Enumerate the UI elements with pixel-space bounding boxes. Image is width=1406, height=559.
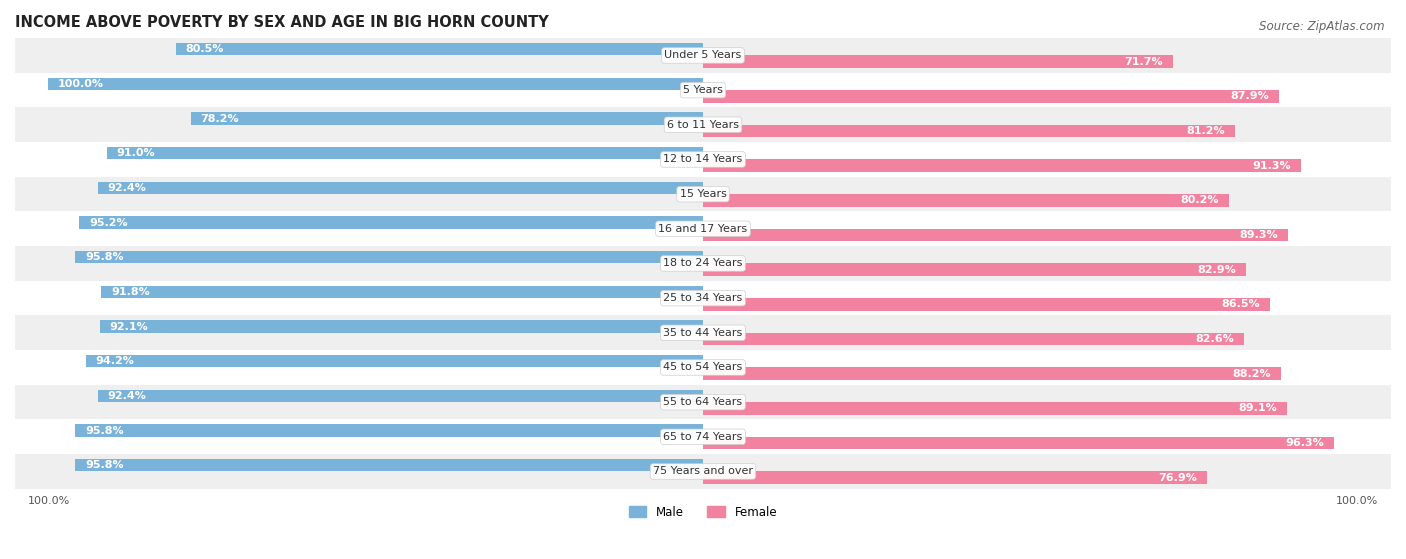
- Text: 81.2%: 81.2%: [1187, 126, 1225, 136]
- Bar: [703, 471, 1206, 484]
- Text: 80.2%: 80.2%: [1180, 195, 1219, 205]
- Text: 96.3%: 96.3%: [1285, 438, 1324, 448]
- Text: 82.9%: 82.9%: [1198, 265, 1236, 274]
- Bar: [15, 177, 1391, 211]
- Text: 18 to 24 Years: 18 to 24 Years: [664, 258, 742, 268]
- Text: 65 to 74 Years: 65 to 74 Years: [664, 432, 742, 442]
- Bar: [191, 112, 703, 125]
- Text: 95.8%: 95.8%: [86, 460, 124, 470]
- Bar: [15, 142, 1391, 177]
- Text: 91.8%: 91.8%: [111, 287, 150, 297]
- Bar: [100, 320, 703, 333]
- Bar: [15, 419, 1391, 454]
- Text: 35 to 44 Years: 35 to 44 Years: [664, 328, 742, 338]
- Text: 91.3%: 91.3%: [1253, 160, 1291, 170]
- Bar: [703, 159, 1301, 172]
- Bar: [86, 355, 703, 367]
- Text: 92.4%: 92.4%: [107, 391, 146, 401]
- Text: 5 Years: 5 Years: [683, 85, 723, 95]
- Text: 87.9%: 87.9%: [1230, 91, 1270, 101]
- Bar: [15, 350, 1391, 385]
- Text: INCOME ABOVE POVERTY BY SEX AND AGE IN BIG HORN COUNTY: INCOME ABOVE POVERTY BY SEX AND AGE IN B…: [15, 15, 548, 30]
- Bar: [703, 298, 1270, 311]
- Bar: [48, 78, 703, 90]
- Text: 91.0%: 91.0%: [117, 148, 155, 158]
- Bar: [703, 229, 1288, 241]
- Text: 94.2%: 94.2%: [96, 356, 135, 366]
- Text: 45 to 54 Years: 45 to 54 Years: [664, 362, 742, 372]
- Bar: [76, 424, 703, 437]
- Text: 100.0%: 100.0%: [28, 496, 70, 506]
- Bar: [703, 437, 1334, 449]
- Bar: [703, 263, 1246, 276]
- Bar: [15, 281, 1391, 315]
- Text: 95.8%: 95.8%: [86, 252, 124, 262]
- Text: 78.2%: 78.2%: [201, 113, 239, 124]
- Bar: [76, 251, 703, 263]
- Text: 95.2%: 95.2%: [89, 217, 128, 228]
- Text: 25 to 34 Years: 25 to 34 Years: [664, 293, 742, 303]
- Bar: [97, 182, 703, 194]
- Bar: [176, 43, 703, 55]
- Text: 15 Years: 15 Years: [679, 189, 727, 199]
- Text: 12 to 14 Years: 12 to 14 Years: [664, 154, 742, 164]
- Bar: [15, 385, 1391, 419]
- Bar: [76, 459, 703, 471]
- Text: 100.0%: 100.0%: [58, 79, 104, 89]
- Bar: [703, 90, 1279, 103]
- Bar: [79, 216, 703, 229]
- Text: 92.4%: 92.4%: [107, 183, 146, 193]
- Text: 86.5%: 86.5%: [1222, 300, 1260, 309]
- Bar: [107, 147, 703, 159]
- Bar: [15, 211, 1391, 246]
- Bar: [15, 38, 1391, 73]
- Legend: Male, Female: Male, Female: [624, 501, 782, 523]
- Text: 71.7%: 71.7%: [1125, 56, 1163, 67]
- Bar: [97, 390, 703, 402]
- Bar: [703, 55, 1173, 68]
- Bar: [703, 194, 1229, 207]
- Bar: [703, 402, 1286, 415]
- Bar: [15, 315, 1391, 350]
- Bar: [703, 333, 1244, 345]
- Text: 16 and 17 Years: 16 and 17 Years: [658, 224, 748, 234]
- Text: 80.5%: 80.5%: [186, 44, 224, 54]
- Text: 75 Years and over: 75 Years and over: [652, 466, 754, 476]
- Bar: [15, 246, 1391, 281]
- Text: Under 5 Years: Under 5 Years: [665, 50, 741, 60]
- Text: Source: ZipAtlas.com: Source: ZipAtlas.com: [1260, 20, 1385, 32]
- Text: 76.9%: 76.9%: [1159, 473, 1197, 483]
- Text: 82.6%: 82.6%: [1195, 334, 1234, 344]
- Text: 100.0%: 100.0%: [1336, 496, 1378, 506]
- Bar: [15, 454, 1391, 489]
- Text: 89.3%: 89.3%: [1240, 230, 1278, 240]
- Bar: [703, 125, 1234, 138]
- Text: 6 to 11 Years: 6 to 11 Years: [666, 120, 740, 130]
- Bar: [15, 73, 1391, 107]
- Text: 92.1%: 92.1%: [110, 321, 148, 331]
- Bar: [703, 367, 1281, 380]
- Text: 95.8%: 95.8%: [86, 425, 124, 435]
- Text: 89.1%: 89.1%: [1239, 404, 1277, 413]
- Bar: [15, 107, 1391, 142]
- Bar: [101, 286, 703, 298]
- Text: 55 to 64 Years: 55 to 64 Years: [664, 397, 742, 407]
- Text: 88.2%: 88.2%: [1233, 369, 1271, 378]
